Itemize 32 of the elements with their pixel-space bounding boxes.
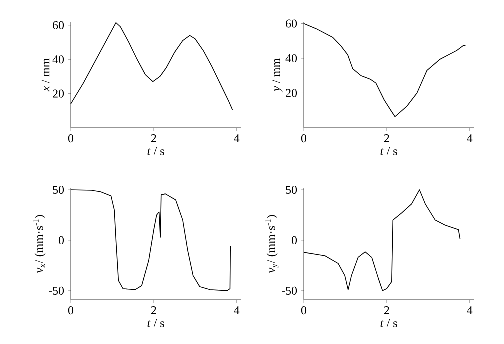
x-tick-label: 2 bbox=[384, 306, 390, 314]
y-tick-label: -50 bbox=[48, 286, 64, 295]
x-tick-label: 0 bbox=[68, 134, 74, 143]
y-tick-label: 40 bbox=[286, 54, 298, 63]
y-tick-label: 20 bbox=[53, 90, 64, 98]
x-tick-label: 2 bbox=[151, 134, 156, 142]
y-tick-label: 0 bbox=[58, 236, 64, 244]
x-tick-label: 4 bbox=[234, 134, 240, 142]
y-axis-title: x / mm bbox=[42, 58, 50, 92]
x-tick-label: 4 bbox=[234, 306, 240, 314]
y-tick-label: 20 bbox=[286, 89, 298, 98]
y-tick-label: 60 bbox=[53, 21, 64, 30]
x-tick-label: 0 bbox=[301, 306, 307, 315]
x-tick-label: 0 bbox=[68, 306, 74, 315]
y-tick-label: 60 bbox=[286, 20, 298, 28]
y-tick-label: 50 bbox=[53, 186, 64, 194]
x-tick-label: 2 bbox=[384, 134, 390, 142]
x-tick-label: 4 bbox=[467, 134, 473, 142]
x-axis-title: t / s bbox=[380, 319, 398, 328]
x-axis-title: t / s bbox=[148, 319, 164, 328]
x-axis-title: t / s bbox=[148, 147, 164, 156]
y-tick-label: 0 bbox=[292, 236, 298, 244]
y-tick-label: 50 bbox=[286, 186, 298, 194]
x-tick-label: 0 bbox=[301, 134, 307, 143]
y-axis-title: y / mm bbox=[272, 58, 283, 93]
x-tick-label: 2 bbox=[151, 306, 156, 314]
y-tick-label: 40 bbox=[52, 56, 64, 64]
x-axis-title: t / s bbox=[380, 147, 398, 156]
y-axis-title: v$_{y}$/ (mm·s$^{-1}$) bbox=[266, 215, 279, 274]
y-axis-title: v$_{x}$/ (mm·s$^{-1}$) bbox=[34, 215, 46, 274]
x-tick-label: 4 bbox=[467, 306, 473, 314]
y-tick-label: -50 bbox=[282, 286, 298, 295]
